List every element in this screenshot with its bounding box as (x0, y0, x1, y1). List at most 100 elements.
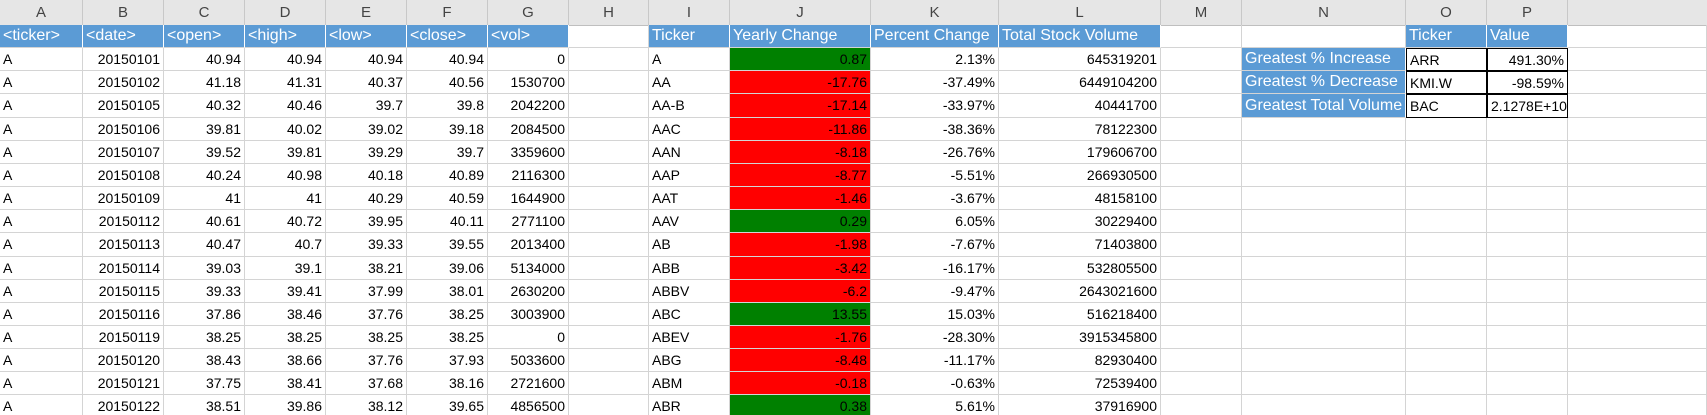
raw-data-cell[interactable]: 20150106 (83, 118, 164, 141)
empty-cell[interactable] (569, 94, 649, 118)
empty-cell[interactable] (1161, 372, 1242, 395)
empty-cell[interactable] (1161, 326, 1242, 349)
raw-header-cell[interactable]: <ticker> (0, 25, 83, 48)
empty-cell[interactable] (569, 164, 649, 187)
total-volume-cell[interactable]: 72539400 (999, 372, 1161, 395)
percent-change-cell[interactable]: -0.63% (871, 372, 999, 395)
empty-cell[interactable] (569, 395, 649, 415)
raw-data-cell[interactable]: 40.72 (245, 210, 326, 233)
empty-cell[interactable] (1242, 164, 1406, 187)
empty-cell[interactable] (1406, 395, 1487, 415)
raw-data-cell[interactable]: 38.16 (407, 372, 488, 395)
summary-ticker-cell[interactable]: ABM (649, 372, 730, 395)
empty-cell[interactable] (1487, 349, 1568, 372)
empty-cell[interactable] (1161, 303, 1242, 326)
column-header-c[interactable]: C (164, 0, 245, 25)
summary-ticker-cell[interactable]: AA (649, 71, 730, 94)
summary-ticker-cell[interactable]: AAC (649, 118, 730, 141)
raw-data-cell[interactable]: 41.18 (164, 71, 245, 94)
raw-data-cell[interactable]: 2771100 (488, 210, 569, 233)
empty-cell[interactable] (1242, 233, 1406, 257)
raw-data-cell[interactable]: A (0, 280, 83, 303)
empty-cell[interactable] (1487, 187, 1568, 210)
summary-ticker-cell[interactable]: ABG (649, 349, 730, 372)
empty-cell[interactable] (1568, 187, 1707, 210)
raw-data-cell[interactable]: 38.01 (407, 280, 488, 303)
total-volume-cell[interactable]: 30229400 (999, 210, 1161, 233)
greatest-label-cell[interactable]: Greatest % Decrease (1242, 71, 1406, 94)
raw-data-cell[interactable]: 39.55 (407, 233, 488, 257)
raw-data-cell[interactable]: 39.33 (326, 233, 407, 257)
empty-cell[interactable] (569, 48, 649, 71)
raw-data-cell[interactable]: 5134000 (488, 257, 569, 280)
raw-data-cell[interactable]: 0 (488, 48, 569, 71)
empty-cell[interactable] (1161, 257, 1242, 280)
raw-data-cell[interactable]: 38.43 (164, 349, 245, 372)
column-header-b[interactable]: B (83, 0, 164, 25)
raw-data-cell[interactable]: 39.1 (245, 257, 326, 280)
column-header-j[interactable]: J (730, 0, 871, 25)
total-volume-cell[interactable]: 40441700 (999, 94, 1161, 118)
percent-change-cell[interactable]: -26.76% (871, 141, 999, 164)
raw-data-cell[interactable]: 20150109 (83, 187, 164, 210)
percent-change-cell[interactable]: 2.13% (871, 48, 999, 71)
empty-cell[interactable] (569, 141, 649, 164)
raw-data-cell[interactable]: 40.98 (245, 164, 326, 187)
total-volume-cell[interactable]: 516218400 (999, 303, 1161, 326)
raw-data-cell[interactable]: 20150112 (83, 210, 164, 233)
empty-cell[interactable] (1161, 48, 1242, 71)
empty-cell[interactable] (1242, 280, 1406, 303)
raw-data-cell[interactable]: A (0, 349, 83, 372)
raw-data-cell[interactable]: 37.93 (407, 349, 488, 372)
raw-data-cell[interactable]: 37.76 (326, 349, 407, 372)
raw-data-cell[interactable]: 2042200 (488, 94, 569, 118)
empty-cell[interactable] (1487, 118, 1568, 141)
total-volume-cell[interactable]: 179606700 (999, 141, 1161, 164)
empty-cell[interactable] (1161, 395, 1242, 415)
raw-data-cell[interactable]: 39.81 (164, 118, 245, 141)
total-volume-cell[interactable]: 48158100 (999, 187, 1161, 210)
empty-cell[interactable] (1406, 280, 1487, 303)
total-volume-cell[interactable]: 645319201 (999, 48, 1161, 71)
empty-cell[interactable] (1568, 94, 1707, 118)
raw-data-cell[interactable]: 39.52 (164, 141, 245, 164)
empty-cell[interactable] (569, 372, 649, 395)
yearly-change-cell[interactable]: 0.29 (730, 210, 871, 233)
empty-cell[interactable] (1568, 257, 1707, 280)
empty-cell[interactable] (1242, 372, 1406, 395)
raw-data-cell[interactable]: A (0, 141, 83, 164)
raw-data-cell[interactable]: 3359600 (488, 141, 569, 164)
raw-data-cell[interactable]: A (0, 233, 83, 257)
percent-change-cell[interactable]: -38.36% (871, 118, 999, 141)
empty-cell[interactable] (1568, 48, 1707, 71)
yearly-change-cell[interactable]: -6.2 (730, 280, 871, 303)
total-volume-cell[interactable]: 82930400 (999, 349, 1161, 372)
raw-data-cell[interactable]: 20150119 (83, 326, 164, 349)
empty-cell[interactable] (1406, 349, 1487, 372)
raw-data-cell[interactable]: 39.06 (407, 257, 488, 280)
empty-cell[interactable] (1487, 303, 1568, 326)
percent-change-cell[interactable]: 6.05% (871, 210, 999, 233)
raw-data-cell[interactable]: 40.37 (326, 71, 407, 94)
summary-ticker-cell[interactable]: ABB (649, 257, 730, 280)
summary-ticker-cell[interactable]: AA-B (649, 94, 730, 118)
raw-data-cell[interactable]: 1644900 (488, 187, 569, 210)
raw-data-cell[interactable]: 39.7 (326, 94, 407, 118)
raw-data-cell[interactable]: 40.47 (164, 233, 245, 257)
empty-cell[interactable] (1406, 233, 1487, 257)
summary-ticker-cell[interactable]: ABC (649, 303, 730, 326)
raw-data-cell[interactable]: 20150122 (83, 395, 164, 415)
total-volume-cell[interactable]: 37916900 (999, 395, 1161, 415)
empty-cell[interactable] (1406, 257, 1487, 280)
empty-cell[interactable] (1568, 71, 1707, 94)
raw-data-cell[interactable]: 38.66 (245, 349, 326, 372)
empty-cell[interactable] (1568, 349, 1707, 372)
raw-data-cell[interactable]: 20150113 (83, 233, 164, 257)
raw-data-cell[interactable]: 2630200 (488, 280, 569, 303)
raw-data-cell[interactable]: 39.81 (245, 141, 326, 164)
raw-data-cell[interactable]: 40.94 (326, 48, 407, 71)
percent-change-cell[interactable]: -7.67% (871, 233, 999, 257)
empty-cell[interactable] (1161, 71, 1242, 94)
empty-cell[interactable] (1487, 164, 1568, 187)
yearly-change-cell[interactable]: -8.77 (730, 164, 871, 187)
